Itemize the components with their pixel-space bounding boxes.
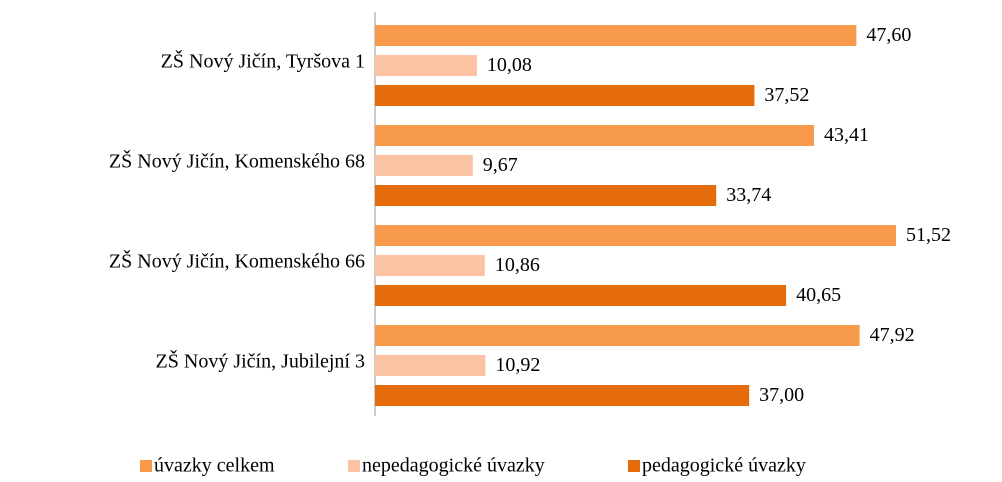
bar <box>375 185 717 206</box>
value-label: 40,65 <box>796 284 841 306</box>
value-label: 33,74 <box>726 184 771 206</box>
bar <box>375 285 787 306</box>
legend-label: nepedagogické úvazky <box>362 455 545 477</box>
legend-swatch <box>140 460 152 472</box>
bar <box>375 55 477 76</box>
value-label: 37,52 <box>764 84 809 106</box>
legend-label: úvazky celkem <box>154 455 275 477</box>
value-label: 47,92 <box>870 324 915 346</box>
category-label: ZŠ Nový Jičín, Tyršova 1 <box>161 49 365 73</box>
legend-swatch <box>628 460 640 472</box>
bar <box>375 125 814 146</box>
category-label: ZŠ Nový Jičín, Jubilejní 3 <box>156 349 365 373</box>
legend-label: pedagogické úvazky <box>642 455 806 477</box>
value-label: 9,67 <box>483 154 518 176</box>
bar <box>375 155 473 176</box>
category-label: ZŠ Nový Jičín, Komenského 68 <box>109 149 365 173</box>
value-label: 37,00 <box>759 384 804 406</box>
bar <box>375 325 860 346</box>
bar <box>375 385 750 406</box>
value-label: 51,52 <box>906 224 951 246</box>
bar <box>375 85 755 106</box>
value-label: 10,08 <box>487 54 532 76</box>
value-label: 43,41 <box>824 124 869 146</box>
bar <box>375 225 896 246</box>
value-label: 10,92 <box>495 354 540 376</box>
value-label: 47,60 <box>866 24 911 46</box>
category-label: ZŠ Nový Jičín, Komenského 66 <box>109 249 365 273</box>
legend-swatch <box>348 460 360 472</box>
value-label: 10,86 <box>495 254 540 276</box>
bar <box>375 355 486 376</box>
bar <box>375 25 857 46</box>
bar <box>375 255 485 276</box>
